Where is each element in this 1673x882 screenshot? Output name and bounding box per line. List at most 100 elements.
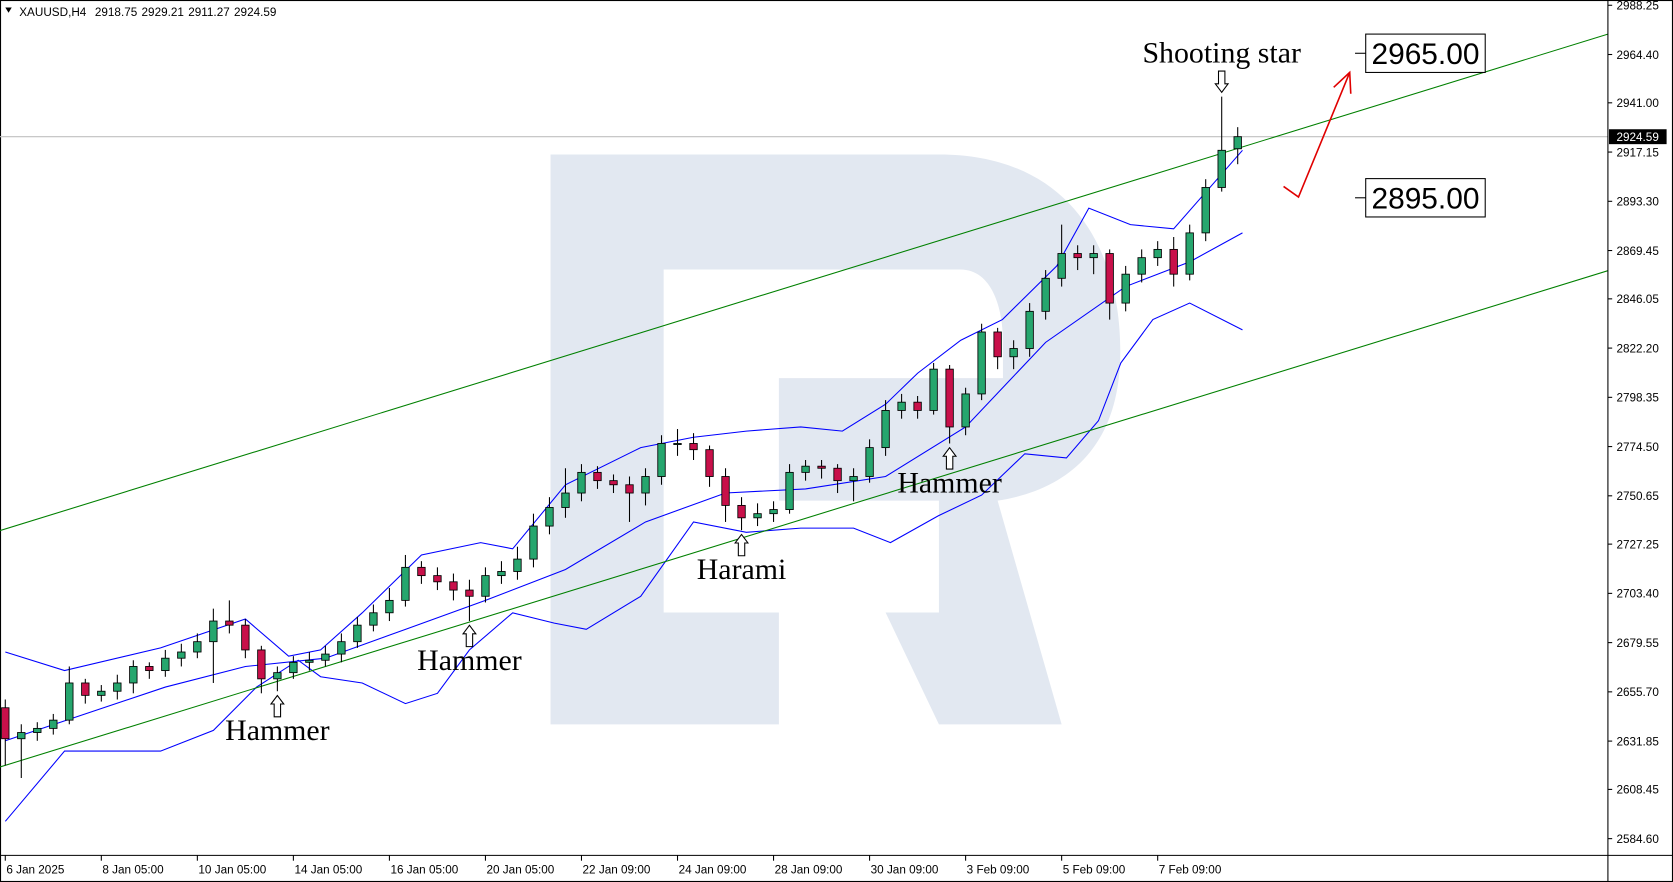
indicator-line <box>0 33 1608 532</box>
candle-body <box>609 480 618 486</box>
x-tick-label: 16 Jan 05:00 <box>390 863 458 876</box>
candle-body <box>529 525 538 560</box>
candle-body <box>257 649 266 680</box>
candle-body <box>865 447 874 477</box>
candle-body <box>465 589 474 597</box>
candle-body <box>145 666 154 672</box>
candle-body <box>193 641 202 653</box>
y-tick-label: 2964.40 <box>1616 49 1659 62</box>
header: XAUUSD,H4 2918.75 2929.21 2911.27 2924.59 <box>19 6 276 19</box>
y-tick-label: 2941.00 <box>1616 97 1659 110</box>
candle-body <box>625 484 634 494</box>
x-tick-label: 24 Jan 09:00 <box>679 863 747 876</box>
candle-body <box>177 651 186 659</box>
y-tick-label: 2893.30 <box>1616 196 1659 209</box>
candle-body <box>337 641 346 655</box>
level-box <box>1365 33 1486 73</box>
pattern-label: Shooting star <box>1142 37 1301 70</box>
candle-body <box>1009 348 1018 358</box>
x-tick-label: 20 Jan 05:00 <box>487 863 555 876</box>
candle-body <box>1041 277 1050 312</box>
level-label: 2895.00 <box>1371 182 1479 215</box>
y-tick-label: 2727.25 <box>1616 538 1659 551</box>
candle-body <box>657 443 666 477</box>
candle-body <box>833 467 842 482</box>
x-tick-label: 28 Jan 09:00 <box>775 863 843 876</box>
y-tick-label: 2750.65 <box>1616 490 1659 503</box>
candle-body <box>673 443 682 445</box>
candle-body <box>641 476 650 494</box>
y-tick-label: 2822.20 <box>1616 342 1659 355</box>
header-item: 2924.59 <box>234 6 276 19</box>
candle-body <box>1105 253 1114 304</box>
candle-body <box>785 471 794 510</box>
candle-body <box>705 449 714 477</box>
candle-body <box>817 465 826 469</box>
y-tick-label: 2988.25 <box>1616 0 1659 13</box>
candle-body <box>209 620 218 643</box>
candle-body <box>1185 232 1194 275</box>
candle-body <box>1073 253 1082 259</box>
candle-body <box>305 659 314 663</box>
candle-body <box>97 690 106 696</box>
indicator-line <box>5 232 1243 742</box>
candle-body <box>993 331 1002 358</box>
pattern-arrow <box>942 446 958 470</box>
candle-body <box>225 620 234 626</box>
candle-body <box>417 566 426 577</box>
candle-body <box>1025 310 1034 349</box>
pattern-arrow <box>734 533 750 557</box>
candle-body <box>577 471 586 494</box>
y-tick-label: 2846.05 <box>1616 293 1659 306</box>
candle-body <box>769 509 778 515</box>
x-tick-label: 3 Feb 09:00 <box>967 863 1030 876</box>
x-tick-label: 10 Jan 05:00 <box>198 863 266 876</box>
y-tick-label: 2655.70 <box>1616 686 1659 699</box>
x-tick-label: 5 Feb 09:00 <box>1063 863 1126 876</box>
x-tick-label: 22 Jan 09:00 <box>583 863 651 876</box>
price-tag-label: 2924.59 <box>1616 131 1658 144</box>
x-tick-label: 8 Jan 05:00 <box>102 863 164 876</box>
candle-body <box>737 504 746 519</box>
candle-body <box>721 476 730 506</box>
header-item: 2929.21 <box>142 6 184 19</box>
candle-body <box>33 727 42 733</box>
candle-body <box>913 401 922 411</box>
candle-body <box>801 465 810 473</box>
level-box <box>1365 178 1486 218</box>
price-tag <box>1608 129 1667 145</box>
candle-body <box>289 661 298 674</box>
candle-body <box>977 331 986 395</box>
candle-body <box>161 657 170 672</box>
candle-body <box>49 719 58 729</box>
candle-body <box>65 682 74 721</box>
candle-body <box>897 401 906 411</box>
pattern-arrow <box>1214 70 1230 94</box>
forecast-arrow-head <box>1333 70 1352 94</box>
candle-body <box>369 612 378 626</box>
x-tick-label: 6 Jan 2025 <box>6 863 65 876</box>
forecast-arrow <box>1283 72 1351 199</box>
level-label: 2965.00 <box>1371 38 1479 71</box>
candle-body <box>545 507 554 527</box>
x-tick-label: 30 Jan 09:00 <box>871 863 939 876</box>
y-tick-label: 2798.35 <box>1616 392 1659 405</box>
y-tick-label: 2631.85 <box>1616 735 1659 748</box>
candle-body <box>433 575 442 583</box>
candle-body <box>113 682 122 692</box>
candle-body <box>1233 136 1242 150</box>
candle-body <box>1169 248 1178 275</box>
plot-area <box>0 33 1608 822</box>
y-tick-label: 2703.40 <box>1616 588 1659 601</box>
candle-body <box>1217 149 1226 188</box>
y-tick-label: 2869.45 <box>1616 245 1659 258</box>
header-item: XAUUSD,H4 <box>19 6 87 19</box>
pattern-label: Harami <box>697 553 787 586</box>
candle-body <box>929 368 938 411</box>
candle-body <box>449 581 458 591</box>
y-tick-label: 2608.45 <box>1616 784 1659 797</box>
y-tick-label: 2774.50 <box>1616 441 1659 454</box>
menu-triangle[interactable] <box>5 7 12 13</box>
pattern-arrow <box>461 624 477 648</box>
